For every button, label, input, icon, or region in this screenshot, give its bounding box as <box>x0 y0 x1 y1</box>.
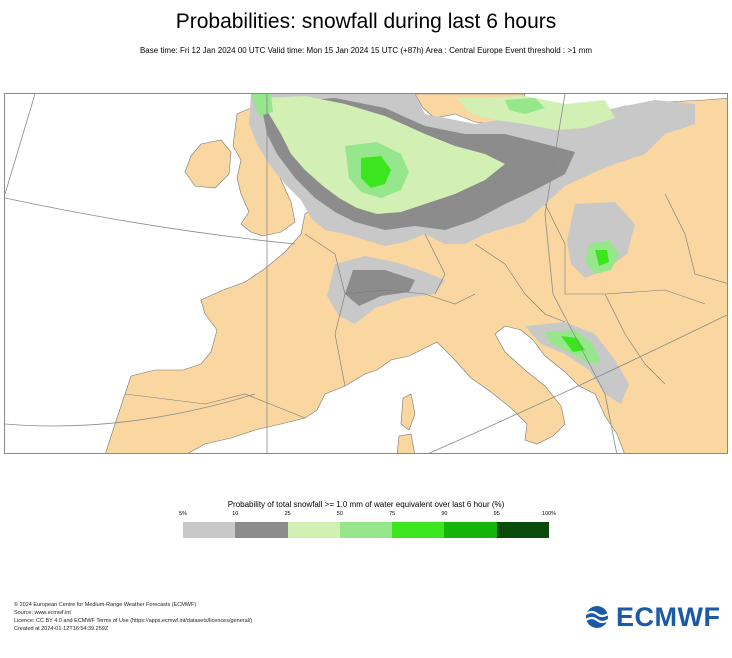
land-sardinia <box>396 433 415 453</box>
legend-swatch <box>392 522 445 538</box>
land-ireland <box>184 139 232 189</box>
footer-copyright: © 2024 European Centre for Medium-Range … <box>14 602 197 608</box>
map-panel <box>4 93 728 454</box>
legend-tick-label: 5% <box>179 511 187 517</box>
footer-source: Source: www.ecmwf.int <box>14 610 71 616</box>
legend-swatch <box>235 522 288 538</box>
footer-credits: © 2024 European Centre for Medium-Range … <box>14 601 252 633</box>
page-title: Probabilities: snowfall during last 6 ho… <box>175 10 557 33</box>
snowfall-shading <box>249 94 695 404</box>
legend-tick-label: 75 <box>389 511 396 517</box>
graticule <box>5 94 727 453</box>
legend-swatch <box>496 522 549 538</box>
ecmwf-logo: ECMWF <box>582 602 720 632</box>
page-subtitle: Base time: Fri 12 Jan 2024 00 UTC Valid … <box>139 46 593 55</box>
ecmwf-logo-text: ECMWF <box>616 601 721 632</box>
legend-swatch <box>183 522 236 538</box>
legend-tick-label: 10 <box>232 511 239 517</box>
legend-tick-label: 95 <box>493 511 500 517</box>
footer-licence: Licence: CC BY 4.0 and ECMWF Terms of Us… <box>14 618 253 624</box>
legend-swatch <box>339 522 393 538</box>
legend-colorbar <box>183 522 549 538</box>
legend-tick-label: 25 <box>284 511 291 517</box>
land-corsica <box>400 393 416 431</box>
ecmwf-logo-icon <box>585 606 609 628</box>
legend-swatch <box>444 522 497 538</box>
europe-map <box>5 94 727 453</box>
legend-tick-label: 50 <box>336 511 343 517</box>
legend-tick-label: 90 <box>441 511 448 517</box>
country-borders <box>124 193 727 419</box>
legend-tick-label: 100% <box>541 511 557 517</box>
legend-title: Probability of total snowfall >= 1.0 mm … <box>227 500 505 509</box>
legend-ticks: 5% 10 25 50 75 90 95 100% <box>179 511 556 521</box>
legend-swatch <box>287 522 340 538</box>
footer-created: Created at 2024-01-12T16:54:39.259Z <box>14 626 109 632</box>
